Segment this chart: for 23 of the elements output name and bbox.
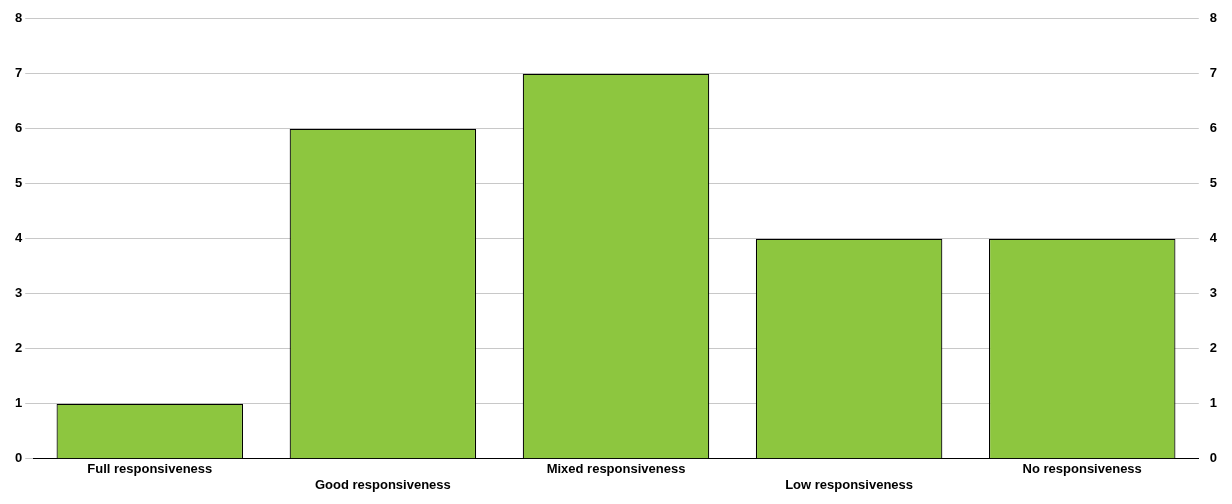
y-tick-label: 8 (15, 10, 23, 26)
x-tick-label: Full responsiveness (87, 461, 213, 477)
y2-tick-label: 0 (1209, 450, 1217, 466)
y2-tick-label: 1 (1209, 395, 1217, 411)
y-tick-label: 2 (15, 340, 23, 356)
x-tick-label: Mixed responsiveness (546, 461, 686, 477)
y-tick-label: 0 (15, 450, 23, 466)
y-tick-label: 1 (15, 395, 23, 411)
x-tick-label: Low responsiveness (785, 476, 914, 492)
y-tick-label: 5 (15, 175, 23, 191)
y2-tick-label: 4 (1209, 230, 1218, 246)
y-tick-label: 4 (15, 230, 23, 246)
x-tick-label: Good responsiveness (314, 476, 451, 492)
y2-tick-label: 7 (1209, 65, 1217, 81)
y-tick-label: 6 (15, 120, 23, 136)
y2-tick-label: 3 (1209, 285, 1217, 301)
y-tick-label: 7 (15, 65, 23, 81)
y2-tick-label: 5 (1209, 175, 1217, 191)
y2-tick-label: 6 (1209, 120, 1217, 136)
y2-tick-label: 8 (1209, 10, 1217, 26)
y2-tick-label: 2 (1209, 340, 1217, 356)
y-tick-label: 3 (15, 285, 23, 301)
x-tick-label: No responsiveness (1022, 461, 1142, 477)
